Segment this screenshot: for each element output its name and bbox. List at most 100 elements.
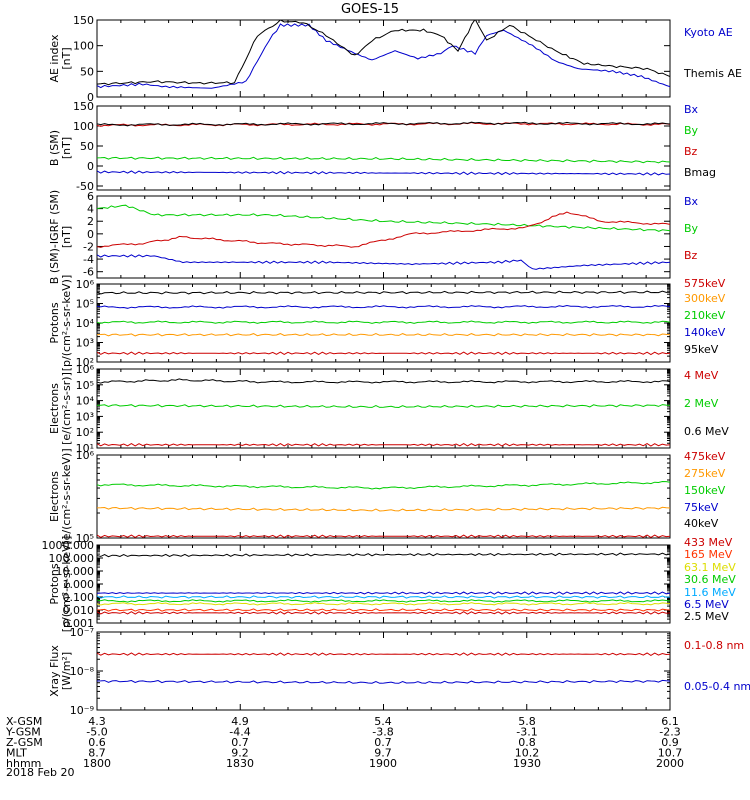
y-tick-label: 0.100 [63,591,95,604]
y-tick-label: 4 [87,203,94,216]
series-line-63-1-mev [97,602,670,606]
panel-frame [96,544,671,624]
orbit-value: 1900 [369,757,397,770]
series-line-by [97,204,670,232]
y-tick-label: 150 [73,14,94,27]
orbit-value: 4.3 [88,715,106,728]
y-axis-label: Electrons [48,471,61,522]
y-tick-label: 100 [73,120,94,133]
y-tick-label: 6 [87,190,94,203]
orbit-value: 6.1 [661,715,679,728]
series-line-140kev [97,304,670,309]
panel-frame [96,105,671,191]
y-axis-label: B (SM)-IGRF (SM) [48,190,61,284]
y-axis-label: [W/m²] [60,652,73,690]
y-tick-label: 10² [76,426,94,439]
orbit-value: 0.6 [88,736,106,749]
series-line-165-mev [97,608,670,612]
orbit-value: 9.2 [231,747,249,760]
y-tick-label: 0.001 [63,617,95,630]
legend-entry: 433 MeV [684,536,733,549]
series-line-30-6-mev [97,599,670,603]
panel-7: 0.0010.0100.1001.00010.000100.0001000.00… [42,536,737,633]
orbit-value: 1830 [226,757,254,770]
y-axis-label: [p/(cm²-s-sr-keV)] [60,275,73,372]
legend-entry: 2 MeV [684,397,719,410]
y-tick-label: 0 [87,160,94,173]
series-line-275kev [97,506,670,512]
orbit-value: 5.8 [518,715,536,728]
series-line-95kev [97,290,670,295]
orbit-value: -2.3 [659,726,680,739]
y-tick-label: 1.000 [63,578,95,591]
orbit-value: 10.7 [658,747,683,760]
series-line-150kev [97,480,670,490]
legend-entry: 0.1-0.8 nm [684,639,744,652]
orbit-value: 1800 [83,757,111,770]
y-tick-label: 10³ [76,337,94,350]
legend-entry: Bx [684,103,699,116]
y-tick-label: 50 [80,65,94,78]
y-tick-label: 2 [87,215,94,228]
legend-entry: By [684,124,699,137]
y-tick-label: 10⁴ [76,395,95,408]
y-tick-label: 50 [80,140,94,153]
legend-entry: 300keV [684,292,726,305]
series-line-bx [97,170,670,176]
series-line-0-05-0-4-nm [97,679,670,684]
y-axis-label: [nT] [60,137,73,159]
y-axis-label: Xray Flux [48,645,61,697]
series-line-0-1-0-8-nm [97,652,670,656]
date-label: 2018 Feb 20 [6,766,74,779]
series-line-kyoto-ae [97,23,670,89]
legend-entry: 75keV [684,501,719,514]
legend-entry: Kyoto AE [684,26,733,39]
y-axis-label: B (SM) [48,130,61,166]
series-line-by [97,156,670,164]
series-line-bz [97,211,670,248]
legend-entry: 575keV [684,277,726,290]
series-line-themis-ae [97,20,670,86]
y-tick-label: 10⁻⁷ [70,626,94,639]
y-tick-label: 100 [73,40,94,53]
y-axis-label: [nT] [60,226,73,248]
legend-entry: 6.5 MeV [684,598,729,611]
legend-entry: 4 MeV [684,369,719,382]
series-line-2-mev [97,404,670,409]
y-tick-label: -6 [83,266,94,279]
y-tick-label: 0 [87,228,94,241]
legend-entry: 2.5 MeV [684,610,729,623]
series-line-210kev [97,320,670,324]
legend-entry: 40keV [684,517,719,530]
y-tick-label: 10⁻⁹ [70,704,94,717]
orbit-value: 0.8 [518,736,536,749]
y-tick-label: 10⁶ [76,449,95,462]
legend-entry: 140keV [684,326,726,339]
legend-entry: Bmag [684,166,716,179]
orbit-value: 2000 [656,757,684,770]
series-line-11-6-mev [97,595,670,599]
series-line-300kev [97,332,670,337]
series-line-4-mev [97,443,670,447]
y-axis-label: [nT] [60,47,73,69]
y-axis-label: [e/(cm²-s-sr)] [60,372,73,445]
y-tick-label: 10⁶ [76,363,95,376]
y-tick-label: 10¹ [76,442,94,455]
orbit-value: 0.7 [231,736,249,749]
orbit-value: -5.0 [86,726,107,739]
orbit-value: 0.9 [661,736,679,749]
orbit-value: -4.4 [229,726,250,739]
legend-entry: Bx [684,195,699,208]
series-line-2-5-mev [97,552,670,558]
series-line-bmag [97,121,670,127]
y-axis-label: Protons [48,302,61,343]
series-line-475kev [97,534,670,538]
legend-entry: 30.6 MeV [684,573,736,586]
panel-8: 10⁻⁹ 10⁻⁸ 10⁻⁷ Xray Flux [W/m²] 0.1-0.8 nm 0.0… [48,626,750,717]
y-tick-label: 10³ [76,410,94,423]
y-tick-label: 10⁶ [76,278,95,291]
y-tick-label: 150 [73,100,94,113]
panel-frame [96,19,671,98]
legend-entry: Bz [684,145,698,158]
